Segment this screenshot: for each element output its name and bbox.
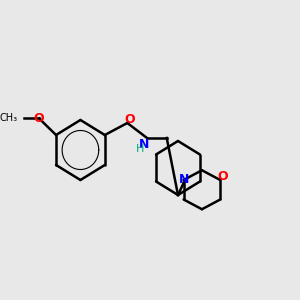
- Text: H: H: [136, 143, 144, 154]
- Text: N: N: [139, 137, 149, 151]
- Text: O: O: [34, 112, 44, 125]
- Text: N: N: [178, 173, 189, 187]
- Text: CH₃: CH₃: [0, 113, 18, 124]
- Text: O: O: [218, 170, 228, 184]
- Text: O: O: [125, 113, 136, 127]
